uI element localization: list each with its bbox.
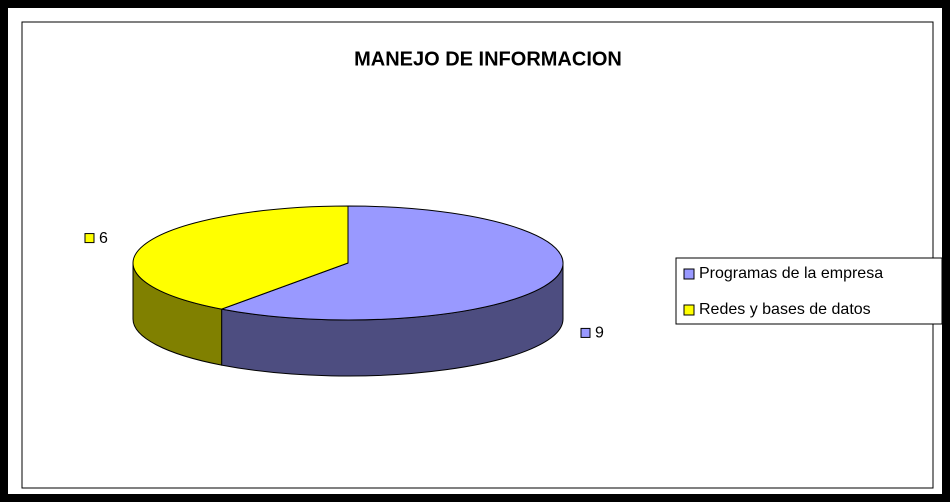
data-label: 6 bbox=[99, 230, 108, 247]
legend-swatch bbox=[683, 268, 695, 280]
legend-label: Programas de la empresa bbox=[699, 265, 883, 282]
data-label-key bbox=[84, 233, 95, 244]
chart-title: MANEJO DE INFORMACION bbox=[354, 48, 622, 70]
data-label-key bbox=[580, 327, 591, 338]
pie-slice bbox=[219, 205, 564, 321]
pie-slice bbox=[132, 205, 349, 310]
legend-box bbox=[675, 257, 943, 325]
data-label: 9 bbox=[595, 325, 604, 342]
legend-label: Redes y bases de datos bbox=[699, 301, 871, 318]
legend-swatch bbox=[683, 304, 695, 316]
